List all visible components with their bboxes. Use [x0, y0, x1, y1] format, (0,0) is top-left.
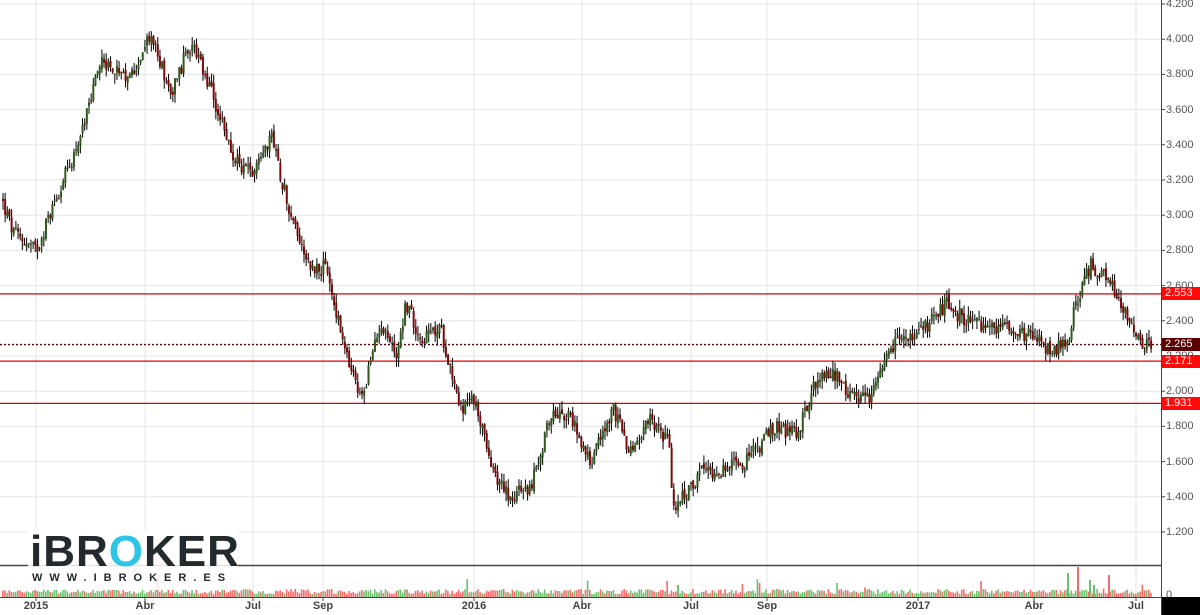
y-tick-label: 2.400: [1166, 314, 1194, 327]
x-tick-label: Sep: [312, 600, 334, 612]
logo-wordmark: iBROKER: [30, 527, 240, 576]
y-tick-label: 1.400: [1166, 490, 1194, 503]
price-level-tag: 1.931: [1162, 396, 1200, 410]
x-tick-label: Abr: [135, 600, 155, 612]
y-tick-label: 2.000: [1166, 385, 1194, 398]
x-tick-label: Jul: [683, 600, 699, 612]
corner-block: [1162, 597, 1200, 615]
y-tick-label: 3.600: [1166, 103, 1194, 116]
x-tick-label: Abr: [1024, 600, 1044, 612]
price-candles: [2, 31, 1153, 518]
y-tick-label: 4.200: [1166, 0, 1194, 10]
x-tick-label: 2017: [905, 600, 931, 612]
x-tick-label: 2016: [461, 600, 487, 612]
x-tick-label: Sep: [756, 600, 778, 612]
y-tick-label: 3.800: [1166, 68, 1194, 81]
ibroker-logo: iBROKER WWW.IBROKER.ES: [28, 527, 240, 590]
x-tick-label: Jul: [245, 600, 261, 612]
y-tick-label: 3.200: [1166, 174, 1194, 186]
volume-bars: [2, 567, 1152, 597]
y-tick-label: 1.800: [1166, 420, 1194, 433]
price-level-tag: 2.171: [1162, 354, 1200, 368]
y-tick-label: 2.800: [1166, 244, 1194, 257]
grid-lines: [0, 0, 1161, 597]
y-tick-label: 1.600: [1166, 455, 1194, 468]
x-tick-label: 2015: [23, 600, 49, 612]
volume-zero-label: 0: [1166, 589, 1173, 601]
x-tick-label: Abr: [572, 600, 592, 612]
price-level-tag: 2.553: [1162, 287, 1200, 301]
x-tick-label: Jul: [1128, 600, 1144, 612]
y-tick-label: 3.000: [1166, 209, 1194, 222]
horizontal-level-lines: [0, 293, 1161, 404]
logo-website: WWW.IBROKER.ES: [32, 572, 233, 584]
y-tick-label: 4.000: [1166, 33, 1194, 46]
y-tick-label: 1.200: [1166, 526, 1194, 538]
price-level-tag: 2.265: [1162, 338, 1200, 352]
y-tick-label: 3.400: [1166, 138, 1194, 151]
